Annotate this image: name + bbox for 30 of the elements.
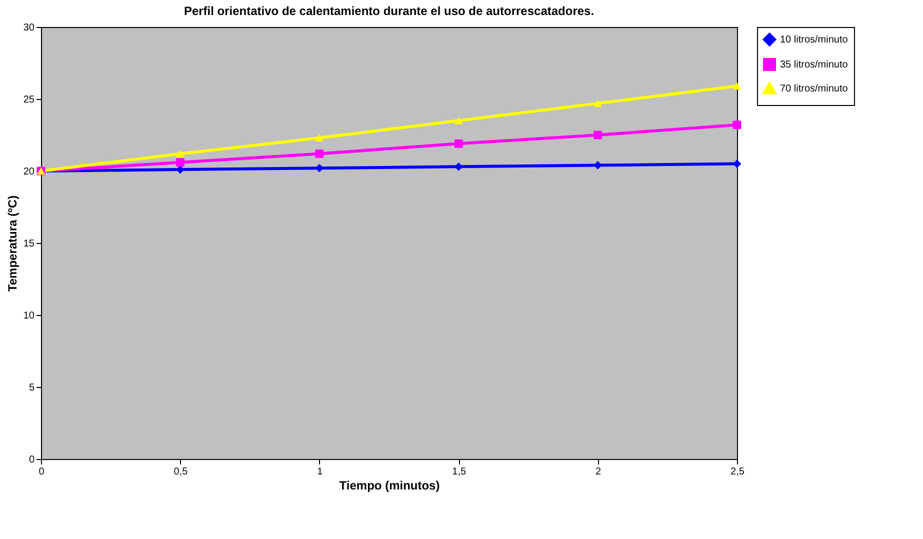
point	[315, 134, 324, 142]
point	[315, 150, 324, 158]
point	[454, 139, 463, 148]
x-tick-label: 1	[317, 466, 324, 478]
x-tick-label: 2,5	[730, 466, 745, 478]
x-tick-label: 0	[38, 466, 45, 478]
y-tick-label: 5	[28, 382, 35, 394]
legend-label: 10 litros/minuto	[780, 34, 848, 46]
y-tick-label: 30	[23, 22, 35, 34]
point	[594, 161, 602, 170]
point	[732, 120, 742, 130]
y-tick-label: 20	[23, 166, 35, 178]
point	[454, 116, 463, 124]
x-axis-title: Tiempo (minutos)	[339, 478, 440, 492]
point	[176, 150, 184, 158]
chart-title: Perfil orientativo de calentamiento durante el uso de autorrescatadores.	[184, 4, 594, 18]
point	[176, 158, 184, 167]
y-tick-label: 10	[23, 310, 35, 322]
x-tick-label: 2	[596, 466, 602, 478]
point	[594, 100, 602, 107]
legend-label: 70 litros/minuto	[780, 84, 848, 94]
y-tick-label: 15	[23, 238, 35, 250]
y-axis-title: Temperatura (ºC)	[5, 195, 20, 292]
point	[594, 130, 602, 140]
point	[732, 82, 742, 90]
legend-label: 35 litros/minuto	[780, 60, 848, 70]
y-tick-label: 25	[23, 94, 35, 106]
x-tick-label: 1,5	[452, 466, 466, 478]
y-tick-label: 0	[28, 454, 35, 466]
x-tick-label: 0,5	[174, 466, 188, 478]
